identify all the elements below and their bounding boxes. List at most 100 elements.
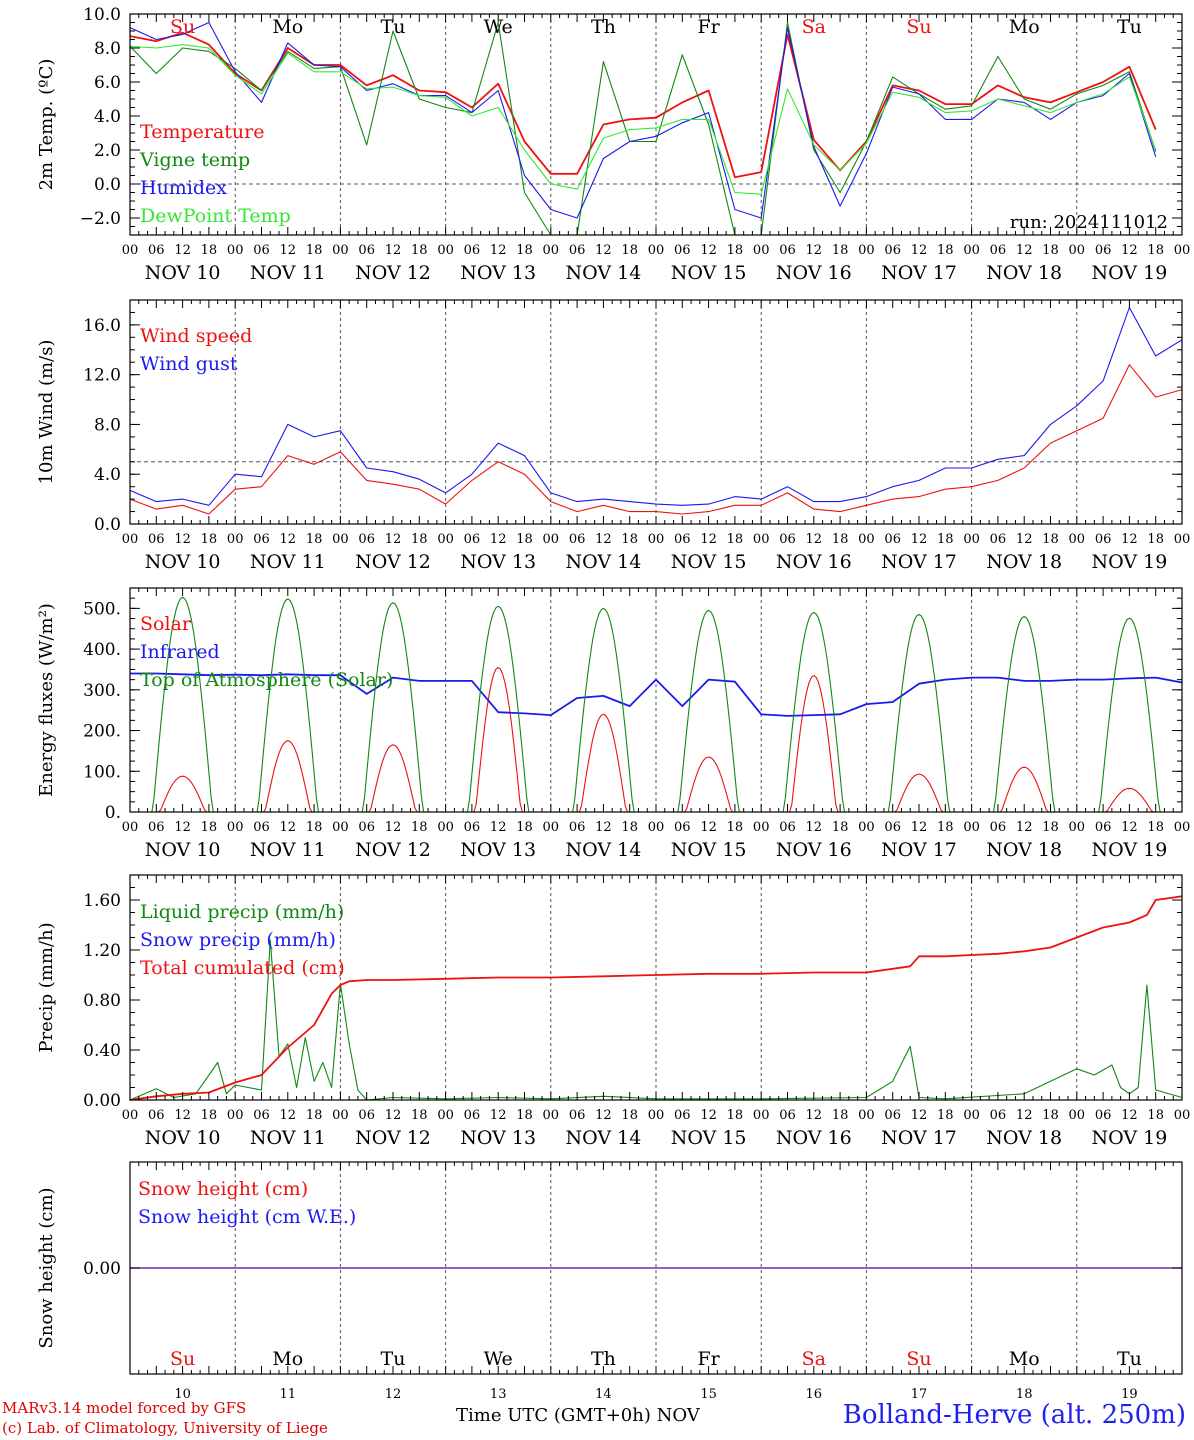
hour-tick-label: 00 — [543, 532, 560, 547]
hour-tick-label: 00 — [753, 532, 770, 547]
hour-tick-label: 12 — [1016, 243, 1033, 258]
hour-tick-label: 18 — [1147, 1108, 1164, 1123]
series-line — [129, 21, 1157, 236]
hour-tick-label: 18 — [411, 820, 428, 835]
hour-tick-label: 00 — [543, 820, 560, 835]
day-label: NOV 13 — [460, 839, 536, 861]
hour-tick-label: 00 — [1069, 532, 1086, 547]
hour-tick-label: 06 — [1095, 820, 1112, 835]
y-tick-label: 0.40 — [83, 1041, 121, 1061]
hour-tick-label: 12 — [806, 820, 823, 835]
panel-1: −2.0 0.0 2.0 4.0 6.0 8.0 10.0 2m Temp. (ºC) 00 06… — [36, 5, 1190, 284]
hour-tick-label: 00 — [648, 532, 665, 547]
hour-tick-label: 18 — [1042, 532, 1059, 547]
hour-tick-label: 18 — [411, 532, 428, 547]
day-label: NOV 17 — [881, 551, 957, 573]
hour-tick-label: 00 — [1069, 820, 1086, 835]
hour-tick-label: 18 — [516, 1108, 533, 1123]
hour-tick-label: 12 — [806, 532, 823, 547]
y-tick-label: 8.0 — [94, 39, 121, 59]
hour-tick-label: 00 — [648, 243, 665, 258]
hour-tick-label: 12 — [1016, 820, 1033, 835]
hour-tick-label: 12 — [385, 243, 402, 258]
hour-tick-label: 18 — [411, 243, 428, 258]
hour-tick-label: 12 — [280, 1108, 297, 1123]
hour-tick-label: 00 — [648, 820, 665, 835]
y-tick-label: 0.0 — [94, 515, 121, 535]
hour-tick-label: 18 — [727, 820, 744, 835]
hour-tick-label: 18 — [516, 820, 533, 835]
weekday-label: Mo — [1009, 16, 1040, 38]
hour-tick-label: 18 — [727, 243, 744, 258]
day-label: NOV 11 — [250, 262, 326, 284]
hour-tick-label: 18 — [201, 532, 218, 547]
hour-tick-label: 12 — [700, 820, 717, 835]
hour-tick-label: 12 — [385, 1108, 402, 1123]
hour-tick-label: 00 — [543, 243, 560, 258]
y-axis-title: 10m Wind (m/s) — [36, 340, 57, 485]
y-tick-label: 100. — [83, 762, 121, 782]
day-label: NOV 15 — [671, 839, 747, 861]
y-tick-label: 4.0 — [94, 465, 121, 485]
day-label: NOV 13 — [460, 1127, 536, 1149]
day-label: NOV 10 — [145, 839, 221, 861]
hour-tick-label: 06 — [464, 532, 481, 547]
hour-tick-label: 06 — [358, 820, 375, 835]
hour-tick-label: 06 — [779, 243, 796, 258]
hour-tick-label: 18 — [832, 243, 849, 258]
hour-tick-label: 12 — [700, 1108, 717, 1123]
hour-tick-label: 12 — [595, 243, 612, 258]
hour-tick-label: 18 — [201, 1108, 218, 1123]
day-label: NOV 13 — [460, 262, 536, 284]
hour-tick-label: 06 — [674, 1108, 691, 1123]
hour-tick-label: 18 — [411, 1108, 428, 1123]
day-label: NOV 19 — [1091, 1127, 1167, 1149]
x-axis-unit: NOV — [656, 1405, 700, 1426]
plot-frame — [129, 587, 1183, 813]
day-number-label: 11 — [280, 1387, 297, 1402]
legend-entry: Vigne temp — [139, 149, 250, 171]
hour-tick-label: 18 — [1147, 243, 1164, 258]
y-tick-label: 1.20 — [83, 941, 121, 961]
series-line — [129, 21, 1157, 219]
hour-tick-label: 18 — [832, 532, 849, 547]
y-tick-label: 8.0 — [94, 415, 121, 435]
hour-tick-label: 06 — [569, 820, 586, 835]
panel-3: 0. 100. 200. 300. 400. 500. Energy fluxes (W/m… — [36, 587, 1190, 861]
day-label: NOV 16 — [776, 262, 852, 284]
hour-tick-label: 00 — [753, 1108, 770, 1123]
legend-entry: DewPoint Temp — [140, 205, 291, 227]
day-label: NOV 15 — [671, 1127, 747, 1149]
y-tick-label: 10.0 — [83, 5, 121, 25]
day-number-label: 18 — [1016, 1387, 1033, 1402]
hour-tick-label: 18 — [937, 1108, 954, 1123]
series-line — [129, 364, 1183, 515]
legend-entry: Humidex — [140, 177, 227, 199]
hour-tick-label: 12 — [385, 820, 402, 835]
hour-tick-label: 12 — [385, 532, 402, 547]
hour-tick-label: 06 — [569, 1108, 586, 1123]
hour-tick-label: 12 — [911, 532, 928, 547]
legend-entry: Infrared — [140, 641, 220, 663]
y-axis-title: Snow height (cm) — [36, 1187, 57, 1348]
hour-tick-label: 18 — [1147, 820, 1164, 835]
day-label: NOV 14 — [565, 551, 641, 573]
hour-tick-label: 06 — [1095, 1108, 1112, 1123]
weekday-label: Su — [170, 1348, 195, 1370]
hour-tick-label: 12 — [700, 532, 717, 547]
legend-entry: Liquid precip (mm/h) — [140, 901, 344, 923]
hour-tick-label: 00 — [122, 820, 139, 835]
hour-tick-label: 06 — [779, 1108, 796, 1123]
hour-tick-label: 18 — [937, 243, 954, 258]
hour-tick-label: 12 — [1121, 243, 1138, 258]
panel-5: 0.00 Snow height (cm) Snow height (cm) Snow… — [36, 1161, 1183, 1402]
hour-tick-label: 00 — [963, 820, 980, 835]
hour-tick-label: 00 — [648, 1108, 665, 1123]
y-tick-label: 0.80 — [83, 991, 121, 1011]
hour-tick-label: 00 — [332, 532, 349, 547]
hour-tick-label: 06 — [990, 820, 1007, 835]
day-label: NOV 12 — [355, 551, 431, 573]
day-number-label: 19 — [1121, 1387, 1138, 1402]
panel-2: 0.0 4.0 8.0 12.0 16.0 10m Wind (m/s) 00 06 12 18 0… — [36, 299, 1190, 573]
day-label: NOV 13 — [460, 551, 536, 573]
